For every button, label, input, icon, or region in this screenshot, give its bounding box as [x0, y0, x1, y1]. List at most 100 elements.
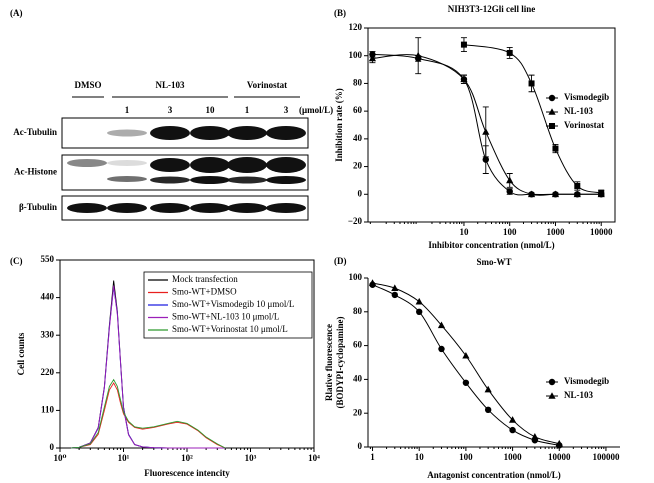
- y-tick-label: −20: [348, 216, 363, 226]
- data-point: [460, 75, 468, 83]
- blot-band: [266, 176, 306, 184]
- blot-band: [150, 203, 190, 213]
- y-tick-label: 330: [41, 329, 55, 339]
- y-axis-title: Rlative fluorescence: [324, 324, 334, 401]
- x-tick-label: 10000: [548, 452, 571, 462]
- data-point: [391, 291, 398, 299]
- y-tick-label: 100: [349, 272, 363, 282]
- chart-title: Smo-WT: [476, 257, 511, 267]
- blot-band: [150, 158, 190, 172]
- data-point: [437, 321, 446, 329]
- series-line: [71, 285, 226, 449]
- group-label: NL-103: [156, 80, 185, 90]
- x-tick-label: 10¹: [118, 453, 130, 463]
- data-point: [484, 406, 492, 414]
- blot-band: [107, 160, 147, 166]
- blot-band: [190, 157, 230, 173]
- legend-label: Vismodegib: [564, 92, 609, 102]
- blot-band: [190, 203, 230, 213]
- panel-label: (D): [334, 256, 347, 266]
- row-label: Ac-Histone: [14, 167, 57, 177]
- y-tick-label: 0: [50, 442, 55, 452]
- legend-label: NL-103: [564, 390, 593, 400]
- series-line: [71, 382, 226, 449]
- row-label: Ac-Tubulin: [13, 127, 57, 137]
- y-tick-label: 120: [349, 22, 363, 32]
- dose-label: 3: [168, 105, 173, 115]
- data-point: [484, 385, 492, 393]
- series-line: [71, 378, 226, 449]
- panel-label: (A): [10, 8, 23, 18]
- legend-label: Smo-WT+NL-103 10 μmol/L: [172, 312, 279, 322]
- data-point: [414, 51, 422, 59]
- legend-marker: [548, 392, 556, 399]
- x-tick-label: 100: [459, 452, 473, 462]
- blot-band: [227, 157, 267, 173]
- y-tick-label: 60: [353, 340, 363, 350]
- blot-band: [190, 176, 230, 184]
- row-label: β-Tubulin: [19, 202, 57, 212]
- x-tick-label: 1000: [546, 227, 565, 237]
- x-axis-title: Antagonist concentration (nmol/L): [427, 470, 561, 480]
- legend-label: Smo-WT+Vismodegib 10 μmol/L: [172, 299, 294, 309]
- y-tick-label: 0: [358, 441, 363, 451]
- chart-title: NIH3T3-12Gli cell line: [448, 4, 536, 14]
- blot-band: [266, 157, 306, 173]
- x-tick-label: 10⁰: [54, 453, 67, 463]
- blot-band: [190, 126, 230, 140]
- series-line: [463, 44, 602, 194]
- x-tick-label: 1: [370, 452, 375, 462]
- data-point: [482, 128, 490, 135]
- data-point: [460, 41, 467, 48]
- blot-band: [107, 176, 147, 182]
- legend-label: Mock transfection: [172, 274, 238, 284]
- x-tick-label: 10³: [245, 453, 257, 463]
- data-point: [528, 80, 535, 87]
- blot-band: [107, 203, 147, 213]
- data-point: [391, 284, 399, 291]
- panel-label: (C): [10, 256, 23, 266]
- y-tick-label: 100: [349, 50, 363, 60]
- blot-band: [266, 126, 306, 140]
- x-tick-label: 100000: [592, 452, 620, 462]
- y-tick-label: 220: [41, 367, 55, 377]
- y-tick-label: 440: [41, 292, 55, 302]
- data-point: [506, 49, 513, 56]
- legend-marker: [548, 108, 556, 115]
- series-line: [372, 282, 560, 445]
- y-tick-label: 60: [353, 105, 363, 115]
- data-point: [555, 439, 563, 447]
- legend-marker: [548, 94, 556, 102]
- data-point: [574, 182, 581, 189]
- y-tick-label: 0: [358, 188, 363, 198]
- blot-band: [227, 203, 267, 213]
- y-tick-label: 80: [353, 77, 363, 87]
- dose-label: 10: [206, 105, 216, 115]
- dose-label: 1: [245, 105, 250, 115]
- group-label: DMSO: [75, 80, 102, 90]
- data-point: [509, 426, 516, 434]
- data-point: [462, 351, 470, 359]
- x-tick-label: 100: [503, 227, 517, 237]
- legend-label: Vismodegib: [564, 376, 609, 386]
- data-point: [506, 176, 514, 184]
- dose-label: 1: [125, 105, 130, 115]
- x-tick-label: 10: [459, 227, 469, 237]
- x-tick-label: 10²: [181, 453, 193, 463]
- y-axis-title: Inhibition rate (%): [334, 88, 344, 162]
- y-tick-label: 80: [353, 306, 363, 316]
- x-tick-label: 10⁴: [308, 453, 320, 463]
- blot-band: [67, 159, 107, 167]
- data-point: [438, 345, 445, 353]
- y-tick-label: 40: [353, 373, 363, 383]
- data-point: [551, 190, 560, 198]
- legend-label: Smo-WT+Vorinostat 10 μmol/L: [172, 324, 288, 334]
- dose-label: 3: [284, 105, 289, 115]
- blot-band: [107, 129, 147, 137]
- data-point: [416, 308, 423, 315]
- group-label: Vorinostat: [247, 80, 287, 90]
- y-tick-label: 20: [353, 161, 363, 171]
- blot-band: [150, 176, 190, 184]
- data-point: [368, 54, 377, 62]
